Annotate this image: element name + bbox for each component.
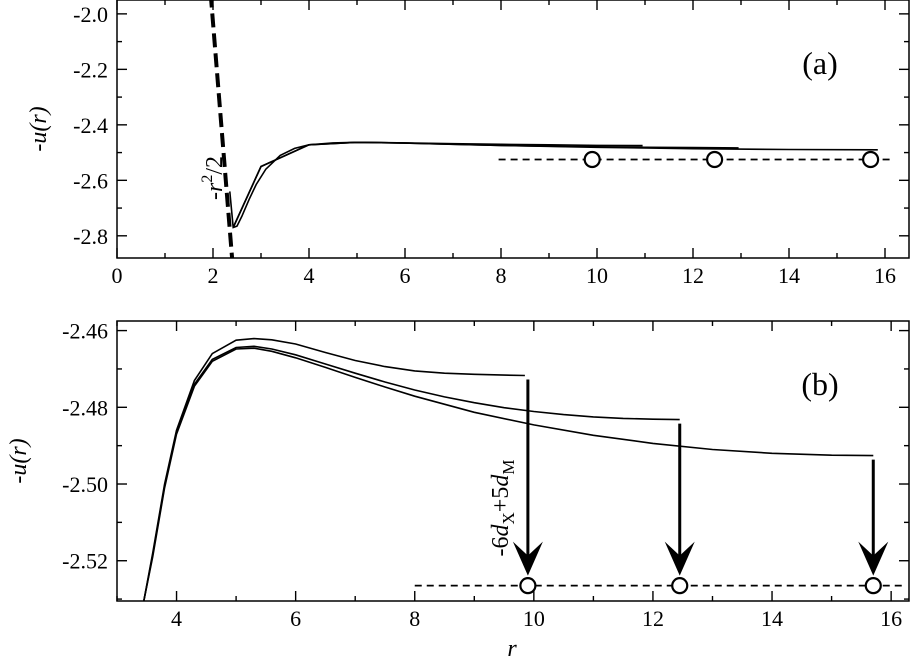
panel-a-ticks: 0 2 4 6 8 10 12 14 16 -2.0 -2.2 -2.4 -2.6 -2.8	[73, 0, 909, 288]
y-tick-label: -2.4	[73, 113, 108, 138]
panel-b-plot-area	[143, 337, 904, 601]
panel-b-y-axis-label: -u(r)	[6, 438, 32, 483]
x-tick-label: 12	[642, 606, 664, 631]
difference-annotation: -6dX+5dM	[488, 460, 518, 557]
x-tick-label: 14	[761, 606, 783, 631]
data-point-marker	[861, 150, 880, 169]
asymptote-annotation: -r2/2	[199, 156, 228, 200]
panel-b-label: (b)	[801, 366, 838, 402]
panel-a-y-axis-label: -u(r)	[26, 106, 52, 151]
panel-b: 4 6 8 10 12 14 16-2.46-2.48-2.50-2.52 -u(r) r …	[6, 319, 910, 657]
x-tick-label: 8	[409, 606, 420, 631]
x-tick-label: 8	[496, 263, 507, 288]
series-line-3	[143, 347, 874, 601]
arrow-head	[858, 541, 889, 576]
panel-a-plot-area	[209, 0, 895, 258]
data-point-marker	[671, 577, 689, 595]
y-tick-label: -2.0	[73, 2, 108, 27]
y-tick-label: -2.2	[73, 57, 108, 82]
x-tick-label: 4	[304, 263, 315, 288]
x-tick-label: 6	[290, 606, 301, 631]
y-tick-label: -2.8	[73, 224, 108, 249]
x-tick-label: 14	[778, 263, 800, 288]
y-tick-label: -2.48	[62, 395, 108, 420]
panel-a-label: (a)	[802, 45, 838, 81]
x-tick-label: 2	[208, 263, 219, 288]
data-point-marker	[705, 150, 724, 169]
x-tick-label: 16	[880, 606, 902, 631]
data-point-marker	[864, 577, 882, 595]
x-tick-label: 10	[523, 606, 545, 631]
data-point-marker	[519, 577, 537, 595]
y-tick-label: -2.50	[62, 472, 108, 497]
data-point-marker	[583, 150, 601, 169]
y-tick-label: -2.46	[62, 319, 108, 344]
y-tick-label: -2.6	[73, 168, 108, 193]
x-tick-label: 4	[171, 606, 182, 631]
series-line-2	[232, 141, 739, 228]
x-tick-label: 12	[682, 263, 704, 288]
panel-b-ticks: 4 6 8 10 12 14 16 -2.46 -2.48 -2.50 -2.52	[62, 319, 909, 631]
panel-b-frame	[116, 320, 910, 602]
arrow-head	[664, 541, 695, 576]
asymptote-line	[209, 0, 235, 258]
x-tick-label: 10	[586, 263, 608, 288]
x-tick-label: 6	[400, 263, 411, 288]
series-line-1	[229, 141, 643, 229]
panel-a: 0 2 4 6 8 10 12 14 16-2.0-2.2-2.4-2.6-2.8 -u(r) …	[26, 0, 910, 288]
series-line-2	[143, 345, 680, 601]
y-tick-label: -2.52	[62, 549, 108, 574]
panel-a-frame	[116, 0, 910, 259]
x-tick-label: 16	[874, 263, 896, 288]
panel-b-x-axis-label: r	[507, 636, 517, 657]
series-line-3	[232, 141, 878, 228]
x-tick-label: 0	[112, 263, 123, 288]
arrow-head	[512, 541, 543, 576]
